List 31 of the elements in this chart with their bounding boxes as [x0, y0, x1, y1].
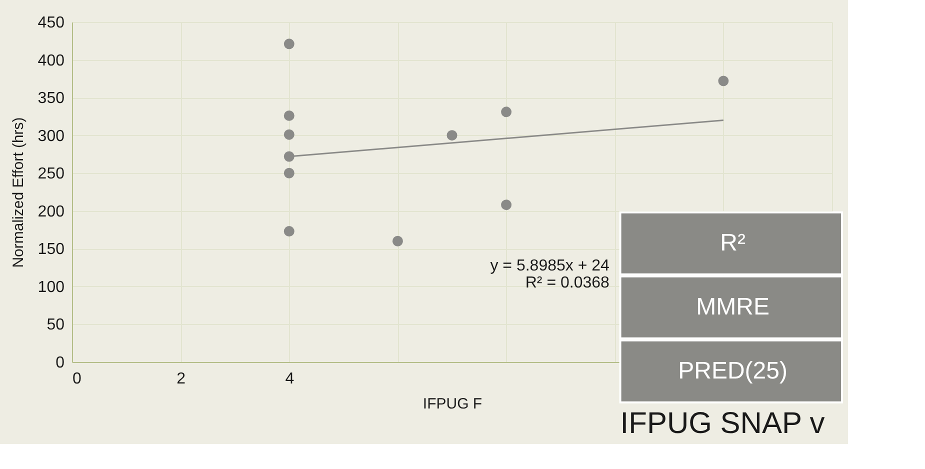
y-tick-label: 150 [38, 241, 65, 258]
point [284, 168, 294, 178]
point [392, 236, 403, 246]
y-tick-label: 450 [38, 14, 65, 32]
y-tick-label: 200 [38, 203, 65, 220]
y-tick-label: 300 [38, 128, 65, 145]
y-tick-label: 250 [38, 166, 65, 183]
annotation: R² [720, 229, 746, 256]
annotation: R² = 0.0368 [525, 274, 610, 292]
x-tick-label: 2 [176, 370, 186, 388]
y-tick-label: 350 [38, 90, 65, 108]
y-tick-label: 50 [46, 316, 65, 334]
point [446, 130, 458, 141]
point [284, 38, 294, 50]
y-tick-label: 100 [38, 278, 65, 296]
x-tick-label: 0 [72, 370, 82, 388]
point [284, 110, 294, 121]
point [284, 129, 294, 140]
annotation: y = 5.8985x + 24 [490, 257, 610, 274]
y-tick-label: 0 [56, 354, 65, 372]
x-tick-label: 4 [285, 370, 294, 388]
point [284, 226, 294, 237]
x-axis-title: IFPUG F [422, 396, 482, 412]
y-axis-title: Normalized Effort (hrs) [10, 117, 27, 268]
y-tick-label: 400 [38, 52, 65, 70]
text: IFPUG SNAP v [620, 407, 825, 440]
point [501, 106, 512, 118]
annotation: MMRE [696, 293, 770, 320]
annotation: PRED(25) [678, 357, 788, 384]
point [718, 76, 729, 86]
point [501, 200, 512, 210]
